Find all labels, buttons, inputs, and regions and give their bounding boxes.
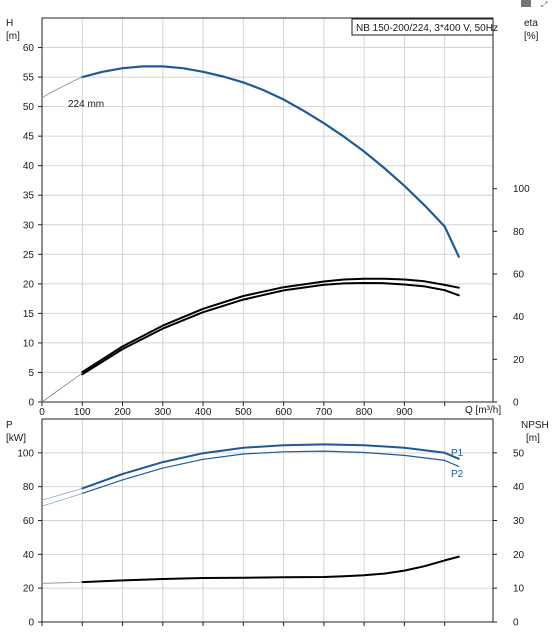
y-tick-label-right: 10 — [513, 584, 525, 595]
series-label-p1: P1 — [451, 448, 464, 459]
p-axis-unit: [kW] — [6, 433, 26, 444]
x-tick-label: 900 — [396, 407, 413, 418]
series-line-2 — [41, 488, 83, 501]
y-tick-label-left: 5 — [28, 368, 34, 379]
x-tick-label: 100 — [74, 407, 91, 418]
y-tick-label-left: 55 — [23, 73, 35, 84]
h-axis-unit: [m] — [6, 31, 20, 42]
p-axis-label: P — [6, 420, 13, 431]
x-tick-label: 0 — [39, 407, 45, 418]
y-tick-label-right: 60 — [513, 270, 525, 281]
q-axis-label: Q [m³/h] — [465, 405, 501, 416]
x-tick-label: 800 — [356, 407, 373, 418]
y-tick-label-left: 20 — [23, 279, 35, 290]
lower-gridlines — [42, 419, 493, 622]
npsh-axis-label: NPSH — [521, 420, 549, 431]
series-line-0 — [81, 65, 460, 258]
chart-title: NB 150-200/224, 3*400 V, 50Hz — [356, 23, 498, 34]
upper-gridlines — [42, 18, 493, 402]
y-tick-label-left: 35 — [23, 191, 35, 202]
expand-icon[interactable]: ⤢ — [540, 0, 547, 9]
h-axis-label: H — [6, 18, 13, 29]
y-tick-label-left: 50 — [23, 102, 35, 113]
y-tick-label-right: 30 — [513, 516, 525, 527]
series-line-4 — [41, 372, 83, 403]
series-line-5 — [41, 581, 83, 584]
y-tick-label-right: 40 — [513, 312, 525, 323]
upper-ticks: 0 100 200 300 400 500 600 700 800 900051015202530… — [23, 43, 530, 418]
y-tick-label-left: 0 — [28, 618, 34, 629]
series-line-3 — [41, 493, 83, 507]
series-label-p2: P2 — [451, 469, 464, 480]
y-tick-label-left: 40 — [23, 161, 35, 172]
eta-axis-label: eta — [524, 18, 538, 29]
lower-series — [41, 443, 460, 584]
x-tick-label: 300 — [154, 407, 171, 418]
upper-chart-panel: 0 100 200 300 400 500 600 700 800 900051015202530… — [6, 17, 539, 418]
series-line-4 — [81, 555, 460, 584]
y-tick-label-left: 15 — [23, 309, 35, 320]
x-tick-label: 700 — [316, 407, 333, 418]
series-line-3 — [81, 282, 460, 376]
y-tick-label-left: 10 — [23, 338, 35, 349]
series-line-2 — [81, 277, 460, 374]
y-tick-label-right: 0 — [513, 398, 519, 409]
y-tick-label-left: 80 — [23, 482, 35, 493]
y-tick-label-right: 80 — [513, 227, 525, 238]
y-tick-label-left: 0 — [28, 398, 34, 409]
y-tick-label-right: 0 — [513, 618, 519, 629]
toolbar: ⤢ — [521, 0, 547, 9]
series-line-0 — [81, 443, 460, 490]
series-line-1 — [81, 450, 460, 494]
eta-axis-unit: [%] — [524, 31, 539, 42]
npsh-axis-unit: [m] — [526, 433, 540, 444]
lower-ticks: 0 20 40 60 80 100 0 10 20 30 40 50 — [17, 448, 524, 628]
x-tick-label: 400 — [195, 407, 212, 418]
x-tick-label: 500 — [235, 407, 252, 418]
upper-series — [41, 65, 460, 403]
y-tick-label-right: 20 — [513, 355, 525, 366]
x-tick-label: 200 — [114, 407, 131, 418]
y-tick-label-right: 40 — [513, 482, 525, 493]
series-line-1 — [41, 76, 83, 99]
square-icon[interactable] — [521, 0, 531, 7]
y-tick-label-left: 60 — [23, 516, 35, 527]
y-tick-label-left: 45 — [23, 132, 35, 143]
y-tick-label-left: 40 — [23, 550, 35, 561]
y-tick-label-right: 20 — [513, 550, 525, 561]
y-tick-label-right: 50 — [513, 448, 525, 459]
impeller-diameter-label: 224 mm — [68, 99, 104, 110]
upper-title-box: NB 150-200/224, 3*400 V, 50Hz — [351, 18, 498, 36]
y-tick-label-left: 25 — [23, 250, 35, 261]
x-tick-label: 600 — [275, 407, 292, 418]
y-tick-label-left: 30 — [23, 220, 35, 231]
y-tick-label-left: 100 — [17, 448, 34, 459]
y-tick-label-right: 100 — [513, 184, 530, 195]
upper-plot-frame — [41, 17, 494, 403]
y-tick-label-left: 60 — [23, 43, 35, 54]
y-tick-label-left: 20 — [23, 584, 35, 595]
